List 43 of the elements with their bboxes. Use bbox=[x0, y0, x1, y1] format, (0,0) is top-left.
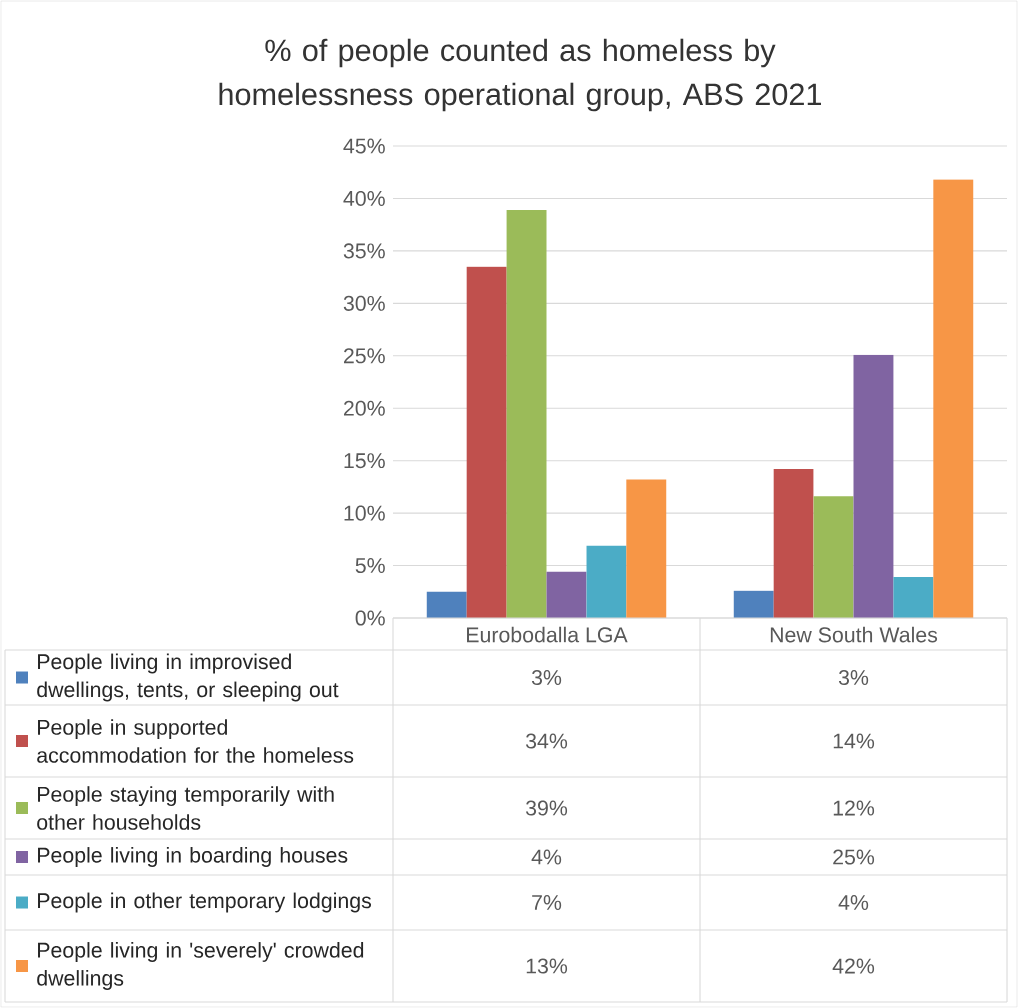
bar bbox=[506, 210, 547, 619]
bar bbox=[586, 545, 627, 619]
legend-label: People in other temporary lodgings bbox=[38, 892, 372, 913]
bar bbox=[853, 354, 894, 619]
data-label: 25% bbox=[833, 849, 875, 865]
data-label: 13% bbox=[526, 958, 568, 974]
legend-label: People living in improvised dwellings, tents, or sleeping out bbox=[37, 653, 339, 702]
x-tick-label: New South Wales bbox=[770, 626, 938, 643]
legend-label: People in supported accommodation for the homeless bbox=[37, 719, 354, 763]
bar bbox=[773, 469, 814, 619]
data-label: 12% bbox=[833, 800, 875, 816]
data-label: 39% bbox=[525, 800, 568, 816]
data-label: 3% bbox=[838, 669, 869, 686]
data-label: 3% bbox=[531, 669, 562, 686]
y-tick-label: 25% bbox=[343, 348, 385, 364]
y-tick-label: 30% bbox=[343, 295, 385, 311]
legend-label: People living in boarding houses bbox=[38, 847, 348, 867]
data-label: 34% bbox=[525, 733, 568, 749]
data-label: 7% bbox=[532, 895, 562, 910]
y-tick-label: 10% bbox=[344, 505, 385, 521]
legend-label: People staying temporarily with other households bbox=[37, 786, 334, 830]
bar bbox=[893, 577, 934, 619]
bar bbox=[626, 479, 667, 619]
y-tick-label: 5% bbox=[355, 558, 385, 574]
data-label: 4% bbox=[838, 895, 869, 910]
bar bbox=[813, 496, 854, 619]
legend-label: People living in 'severely' crowded dwellings bbox=[37, 942, 364, 990]
data-label: 14% bbox=[833, 733, 875, 749]
data-label: 4% bbox=[531, 849, 562, 865]
y-tick-label: 20% bbox=[343, 400, 385, 416]
bar bbox=[933, 179, 974, 619]
data-label: 42% bbox=[832, 958, 875, 974]
bar bbox=[426, 591, 467, 619]
chart-title: % of people counted as homeless by homelessness operational group, ABS 2021 bbox=[219, 38, 821, 112]
y-tick-label: 45% bbox=[343, 138, 385, 154]
bar bbox=[733, 590, 774, 619]
x-tick-label: Eurobodalla LGA bbox=[467, 626, 628, 643]
bar bbox=[546, 571, 587, 619]
bar bbox=[466, 266, 507, 619]
y-tick-label: 0% bbox=[355, 610, 385, 626]
y-tick-label: 15% bbox=[344, 453, 385, 469]
y-tick-label: 35% bbox=[343, 243, 385, 259]
y-tick-label: 40% bbox=[343, 190, 385, 207]
